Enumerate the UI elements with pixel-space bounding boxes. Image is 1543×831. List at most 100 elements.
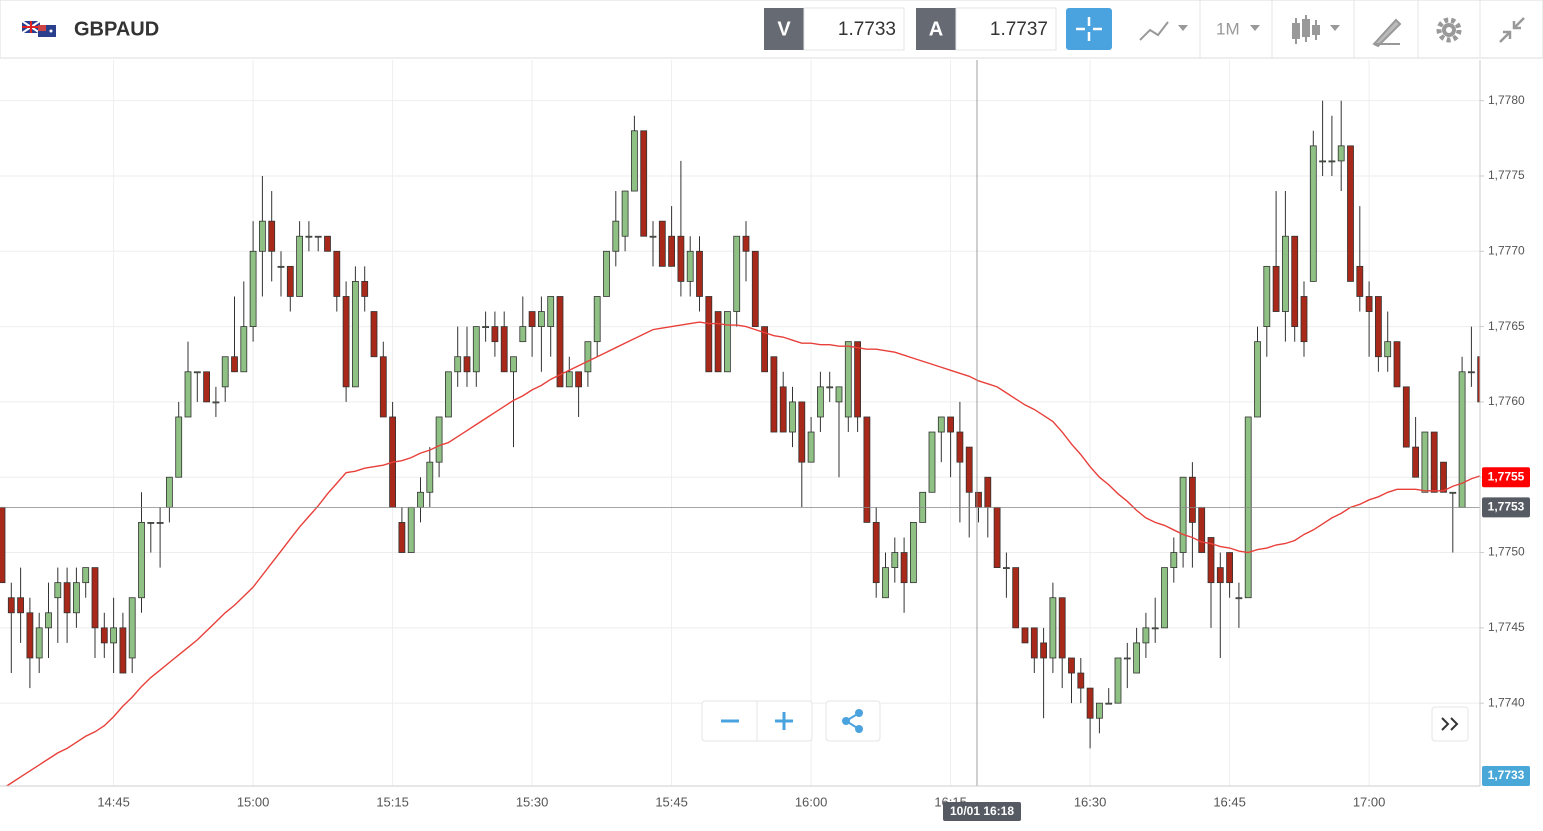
candle-body — [1412, 446, 1419, 478]
overlay-labels: 10/01 16:18 1,7753 1,7755 1,7733 — [943, 467, 1530, 821]
candle-body — [193, 371, 201, 374]
candle-body — [26, 612, 34, 659]
candle-body — [1142, 627, 1150, 644]
candle-body — [872, 522, 880, 584]
candle-body — [910, 522, 917, 584]
candle-body — [1105, 702, 1113, 705]
candle-body — [854, 341, 861, 418]
crosshair-price-box — [1482, 497, 1530, 518]
candle-body — [937, 416, 945, 433]
candle-body — [510, 356, 517, 373]
share-box — [825, 700, 881, 742]
candle-body — [1328, 160, 1336, 163]
candle-body — [35, 627, 43, 659]
x-tick-label: 14:45 — [97, 794, 130, 809]
draw-icon[interactable] — [1372, 18, 1402, 48]
candle-body — [817, 386, 824, 418]
candle-body — [1030, 627, 1038, 659]
candle-body — [1077, 672, 1085, 689]
candle-body — [556, 296, 564, 388]
crosshair-button[interactable] — [1066, 8, 1112, 50]
candle-body — [370, 311, 378, 358]
header: GBPAUD V 1.7733 A 1.7737 1M — [0, 0, 1543, 59]
dropdown-arrow — [1330, 25, 1340, 31]
candle-body — [128, 597, 136, 659]
collapse-icon[interactable] — [1499, 17, 1525, 43]
candle-body — [1235, 597, 1243, 600]
candle-body — [268, 220, 276, 252]
candle-body — [258, 220, 266, 252]
candle-body — [593, 296, 601, 343]
candle-body — [975, 491, 982, 508]
candle-body — [565, 371, 573, 388]
candle-body — [296, 235, 304, 297]
candle-body — [668, 235, 675, 267]
candle-body — [1440, 461, 1447, 493]
candle-body — [1365, 296, 1373, 312]
plot — [0, 60, 1480, 786]
candle-body — [1300, 296, 1308, 343]
candle-body — [863, 416, 871, 523]
candle-body — [751, 250, 759, 328]
candle-body — [984, 476, 992, 508]
candle-body — [212, 401, 220, 404]
zoom-in[interactable] — [775, 712, 793, 730]
candle-body — [175, 416, 183, 478]
candle-body — [333, 250, 341, 297]
candle-body — [305, 235, 313, 238]
candle-body — [314, 235, 322, 238]
x-tick-label: 16:00 — [795, 794, 828, 809]
ask-box[interactable] — [955, 7, 1057, 51]
crosshair-time-box — [943, 802, 1021, 821]
candle-body — [221, 356, 229, 388]
x-tick-label: 15:45 — [655, 794, 688, 809]
candle-body — [110, 627, 117, 644]
ask-label-box[interactable] — [916, 8, 956, 50]
flag-icon — [21, 20, 56, 37]
x-tick-label: 16:30 — [1074, 794, 1107, 809]
candle-body — [770, 356, 778, 433]
candle-body — [835, 386, 843, 403]
y-tick-label: 1,7740 — [1488, 695, 1525, 709]
candle-body — [324, 235, 331, 252]
price-marker-label: 1,7733 — [1488, 768, 1525, 782]
crosshair-price: 1,7753 — [1488, 500, 1525, 514]
scroll-box — [1431, 706, 1469, 742]
share-icon[interactable] — [842, 709, 863, 733]
candle-body — [1319, 160, 1326, 163]
candle-body — [1161, 567, 1168, 629]
candle-body — [361, 281, 369, 297]
y-tick-label: 1,7775 — [1488, 168, 1525, 182]
candle-body — [398, 522, 406, 553]
candle-body — [491, 326, 499, 343]
candle-body — [426, 461, 434, 493]
candle-body — [1003, 567, 1010, 569]
crosshair-icon — [1076, 17, 1102, 41]
chart-type-icon[interactable] — [1139, 21, 1169, 41]
candle-body — [603, 250, 610, 297]
candle-body — [1254, 341, 1261, 418]
candle-body — [1384, 341, 1392, 358]
candle-body — [1021, 627, 1029, 644]
settings-icon[interactable] — [1436, 17, 1462, 43]
candle-body — [658, 220, 666, 267]
candle-body — [165, 476, 173, 508]
candle-body — [444, 371, 452, 418]
scroll-right[interactable] — [1441, 717, 1459, 731]
timeframe[interactable]: 1M — [1216, 19, 1240, 38]
price-marker — [1482, 766, 1530, 786]
candle-icon[interactable] — [1292, 15, 1320, 44]
candle-body — [612, 220, 620, 252]
candle-body — [538, 311, 545, 328]
candle-body — [463, 356, 471, 373]
candle-body — [1151, 627, 1159, 630]
candle-body — [965, 446, 973, 493]
bid-box[interactable] — [803, 7, 905, 51]
candle-body — [156, 522, 164, 524]
candle-body — [1216, 567, 1224, 584]
y-tick-label: 1,7780 — [1488, 93, 1525, 107]
ask-price: 1.7737 — [990, 19, 1048, 40]
bid-label-box[interactable] — [764, 8, 804, 50]
symbol: GBPAUD — [74, 18, 159, 40]
